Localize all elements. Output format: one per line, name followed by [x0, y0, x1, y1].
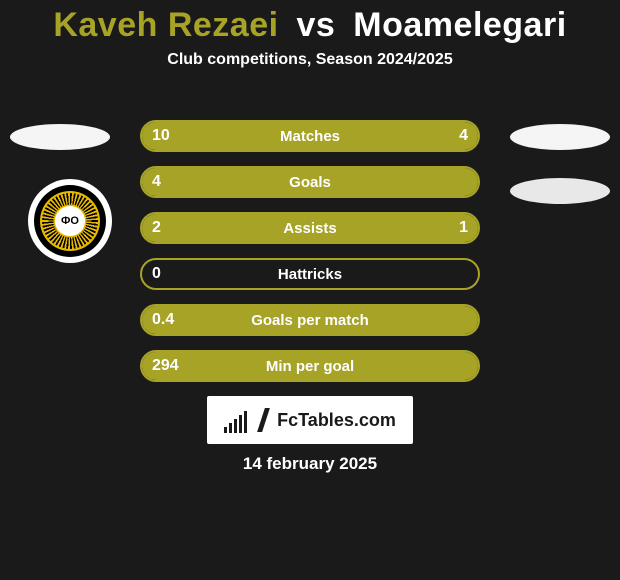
- stat-label: Goals: [142, 168, 478, 196]
- stat-label: Assists: [142, 214, 478, 242]
- title-player2: Moamelegari: [353, 6, 566, 44]
- comparison-card: Kaveh Rezaei vs Moamelegari Club competi…: [0, 0, 620, 580]
- date-text: 14 february 2025: [0, 454, 620, 474]
- attribution-bars-icon: [224, 413, 247, 433]
- stat-row: 21Assists: [140, 212, 480, 244]
- stat-row: 294Min per goal: [140, 350, 480, 382]
- stat-row: 0Hattricks: [140, 258, 480, 290]
- stat-label: Goals per match: [142, 306, 478, 334]
- subtitle: Club competitions, Season 2024/2025: [0, 51, 620, 69]
- stat-label: Min per goal: [142, 352, 478, 380]
- title-player1: Kaveh Rezaei: [53, 6, 278, 44]
- stat-row: 4Goals: [140, 166, 480, 198]
- title-vs: vs: [297, 6, 336, 44]
- stats-area: 104Matches 4Goals 21Assists 0Hattricks 0.4Go…: [0, 120, 620, 396]
- attribution-badge: FcTables.com: [207, 396, 413, 444]
- stat-label: Hattricks: [142, 260, 478, 288]
- page-title: Kaveh Rezaei vs Moamelegari: [0, 0, 620, 45]
- stat-row: 104Matches: [140, 120, 480, 152]
- stat-row: 0.4Goals per match: [140, 304, 480, 336]
- stat-label: Matches: [142, 122, 478, 150]
- attribution-slash-icon: [253, 409, 273, 431]
- attribution-text: FcTables.com: [277, 410, 396, 431]
